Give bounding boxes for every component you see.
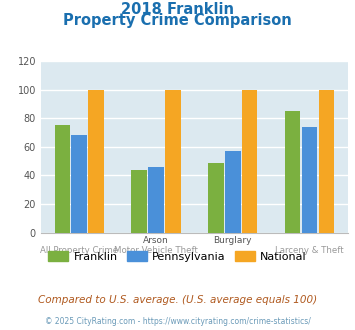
Bar (285, 111, 300, 233)
Text: Arson: Arson (143, 236, 169, 245)
Bar (208, 163, 224, 233)
Bar (55, 125, 70, 233)
Text: Burglary: Burglary (213, 236, 252, 245)
Legend: Franklin, Pennsylvania, National: Franklin, Pennsylvania, National (44, 247, 311, 267)
Bar (88, 90, 104, 233)
Text: Property Crime Comparison: Property Crime Comparison (63, 13, 292, 28)
Text: 2018 Franklin: 2018 Franklin (121, 2, 234, 16)
Bar (71, 135, 87, 233)
Text: Motor Vehicle Theft: Motor Vehicle Theft (114, 246, 198, 255)
Bar (302, 127, 317, 233)
Text: Compared to U.S. average. (U.S. average equals 100): Compared to U.S. average. (U.S. average … (38, 295, 317, 305)
Bar (131, 170, 147, 233)
Bar (319, 90, 334, 233)
Text: All Property Crime: All Property Crime (40, 246, 118, 255)
Text: Larceny & Theft: Larceny & Theft (275, 246, 344, 255)
Bar (165, 90, 181, 233)
Bar (148, 167, 164, 233)
Text: © 2025 CityRating.com - https://www.cityrating.com/crime-statistics/: © 2025 CityRating.com - https://www.city… (45, 317, 310, 326)
Bar (242, 90, 257, 233)
Bar (225, 151, 241, 233)
